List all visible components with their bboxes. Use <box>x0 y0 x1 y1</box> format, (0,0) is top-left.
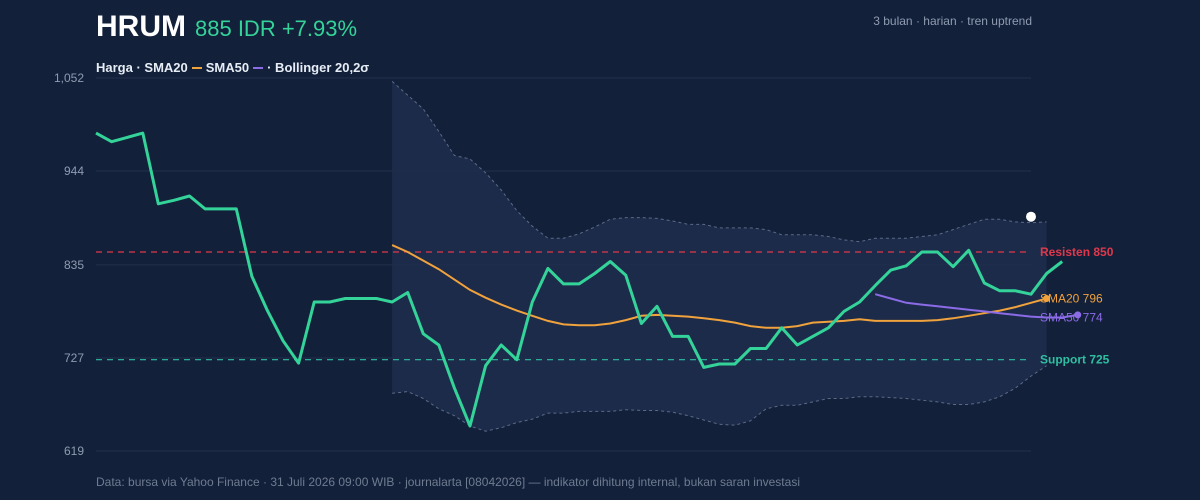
y-tick-label: 727 <box>64 351 84 365</box>
chart-title: HRUM 885 IDR +7.93% <box>96 10 357 44</box>
legend-sma50-swatch <box>253 66 264 69</box>
source-footer: Data: bursa via Yahoo Finance · 31 Juli … <box>96 475 800 489</box>
legend-bollinger: · Bollinger 20,2σ <box>267 60 370 75</box>
sma50-end-label: SMA50 774 <box>1040 310 1103 324</box>
chart-legend: Harga · SMA20 SMA50 · Bollinger 20,2σ <box>96 60 369 75</box>
bollinger-band-fill <box>392 81 1047 432</box>
ticker-symbol: HRUM <box>96 10 186 43</box>
y-tick-label: 944 <box>64 164 84 178</box>
resistance-label: Resisten 850 <box>1040 245 1114 259</box>
legend-sma50: SMA50 <box>205 60 250 75</box>
bollinger-lower-line <box>392 365 1047 432</box>
period-meta: 3 bulan · harian · tren uptrend <box>873 14 1032 28</box>
support-label: Support 725 <box>1040 353 1110 367</box>
sma50-line <box>874 293 1078 319</box>
legend-price-sma20: Harga · SMA20 <box>96 60 188 75</box>
bollinger-upper-line <box>391 81 1047 243</box>
y-tick-label: 619 <box>64 444 84 458</box>
current-price-marker <box>1026 211 1036 222</box>
y-tick-label: 835 <box>64 258 84 272</box>
sma20-end-dot <box>1043 295 1051 303</box>
sma50-end-dot <box>1074 311 1082 319</box>
price-line <box>95 131 1064 428</box>
y-tick-label: 1,052 <box>54 71 84 85</box>
legend-sma20-swatch <box>191 66 202 69</box>
price-change: 885 IDR +7.93% <box>195 16 358 41</box>
sma20-end-label: SMA20 796 <box>1040 292 1103 306</box>
sma20-line <box>391 244 1047 329</box>
